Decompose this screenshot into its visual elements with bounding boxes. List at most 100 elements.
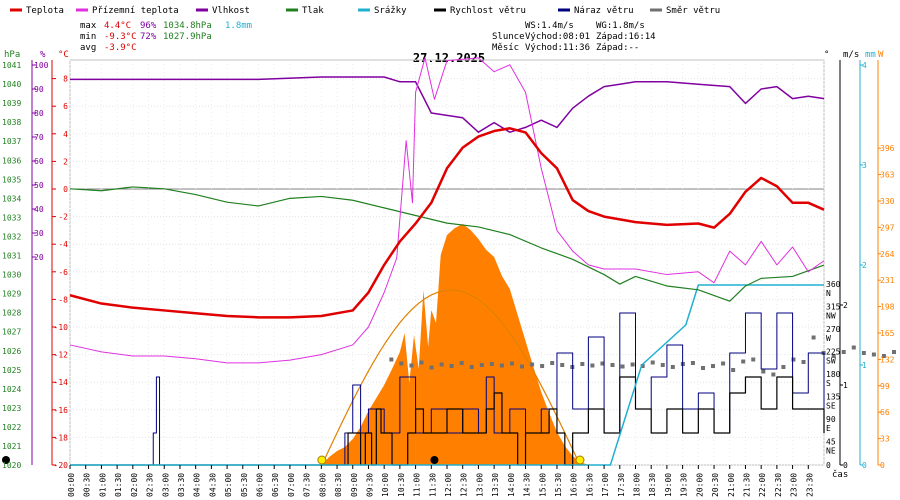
direction-compass-label: N — [826, 289, 831, 298]
x-tick-label: 02:00 — [130, 473, 139, 497]
temperature-tick-label: -20 — [54, 461, 69, 470]
plot-area — [2, 57, 896, 466]
x-tick-label: 16:00 — [570, 473, 579, 497]
solar-tick-label: 66 — [880, 408, 890, 417]
x-tick-label: 00:00 — [67, 473, 76, 497]
stat-max-pressure: 1034.8hPa — [163, 21, 212, 31]
x-tick-label: 09:00 — [350, 473, 359, 497]
pressure-tick-label: 1023 — [2, 404, 21, 413]
rain-cumulative-line — [70, 284, 824, 466]
sunrise-marker — [317, 455, 327, 465]
wind-tick-label: 2 — [843, 301, 848, 310]
x-tick-label: 00:30 — [83, 473, 92, 497]
solar-tick-label: 363 — [880, 171, 895, 180]
wind-direction-point — [851, 345, 856, 350]
wind-direction-point — [801, 360, 806, 364]
solar-tick-label: 165 — [880, 329, 895, 338]
axis-unit-label: m/s — [843, 50, 859, 60]
x-tick-label: 13:30 — [491, 473, 500, 497]
x-tick-label: 20:30 — [711, 473, 720, 497]
wind-direction-point — [660, 363, 665, 367]
legend-label: Tlak — [302, 6, 324, 16]
pressure-tick-label: 1036 — [2, 156, 21, 165]
temperature-tick-label: -10 — [54, 323, 69, 332]
temperature-tick-label: -16 — [54, 406, 69, 415]
legend-label: Srážky — [374, 6, 407, 16]
stat-max-temp: 4.4°C — [104, 21, 131, 31]
x-tick-label: 08:30 — [334, 473, 343, 497]
temperature-tick-label: -2 — [58, 213, 68, 222]
direction-tick-label: 90 — [826, 415, 836, 424]
direction-tick-label: 180 — [826, 370, 841, 379]
x-tick-label: 18:30 — [648, 473, 657, 497]
wind-direction-point — [650, 360, 655, 365]
solar-tick-label: 33 — [880, 435, 890, 444]
x-tick-label: 07:00 — [287, 473, 296, 497]
pressure-tick-label: 1029 — [2, 290, 21, 299]
stat-avg-label: avg — [80, 43, 96, 53]
info-moon-label: Měsíc — [492, 43, 519, 53]
wind-direction-point — [409, 363, 414, 368]
x-tick-label: 13:00 — [475, 473, 484, 497]
wind-direction-point — [560, 363, 565, 367]
legend-label: Vlhkost — [212, 6, 250, 16]
wind-direction-point — [811, 335, 816, 340]
humidity-tick-label: 50 — [34, 181, 44, 190]
wind-direction-point — [871, 352, 876, 357]
pressure-tick-label: 1041 — [2, 61, 21, 70]
stat-max-label: max — [80, 21, 97, 31]
direction-compass-label: S — [826, 379, 831, 388]
direction-compass-label: E — [826, 424, 831, 433]
wind-direction-point — [781, 365, 786, 369]
pressure-tick-label: 1032 — [2, 232, 21, 241]
wind-direction-point — [429, 365, 434, 370]
wind-direction-point — [731, 368, 736, 372]
wind-direction-point — [509, 361, 514, 366]
wind-direction-point — [520, 364, 525, 369]
wind-direction-point — [620, 364, 625, 369]
x-tick-label: 22:00 — [758, 473, 767, 497]
direction-tick-label: 45 — [826, 438, 836, 447]
rain-tick-label: 0 — [862, 461, 867, 470]
x-tick-label: 04:30 — [208, 473, 217, 497]
axis-unit-label: W — [878, 50, 884, 60]
legend-label: Směr větru — [666, 6, 720, 16]
wind-direction-point — [711, 364, 716, 368]
x-tick-label: 16:30 — [585, 473, 594, 497]
legend: Teplota Přízemní teplota Vlhkost Tlak Srážky… — [10, 6, 720, 16]
wind-direction-point — [771, 372, 776, 377]
pressure-tick-label: 1024 — [2, 385, 21, 394]
x-tick-label: 08:00 — [318, 473, 327, 497]
solar-tick-label: 231 — [880, 276, 895, 285]
axis-unit-label: % — [40, 50, 46, 60]
humidity-tick-label: 40 — [34, 205, 44, 214]
wind-speed-line — [70, 376, 825, 466]
legend-label: Přízemní teplota — [92, 6, 179, 16]
wind-direction-point — [761, 369, 766, 374]
x-tick-label: 11:00 — [413, 473, 422, 497]
rain-tick-label: 2 — [862, 261, 867, 270]
axis-unit-label: ° — [824, 50, 829, 60]
x-tick-label: 15:30 — [554, 473, 563, 497]
solar-radiation-area — [321, 224, 589, 465]
direction-compass-label: SE — [826, 402, 836, 411]
chart-title: 27.12.2025 — [413, 51, 485, 65]
wind-direction-point — [831, 354, 836, 358]
legend-label: Náraz větru — [574, 6, 634, 16]
x-tick-label: 17:30 — [617, 473, 626, 497]
x-tick-label: 01:30 — [114, 473, 123, 497]
x-tick-label: 10:30 — [397, 473, 406, 497]
stats-panel: max 4.4°C 96% 1034.8hPa 1.8mm min -9.3°C… — [80, 21, 252, 53]
wind-direction-point — [550, 361, 555, 365]
direction-tick-label: 360 — [826, 280, 841, 289]
humidity-tick-label: 100 — [34, 61, 49, 70]
pressure-tick-label: 1035 — [2, 175, 21, 184]
axis-unit-label: hPa — [4, 50, 20, 60]
x-axis-label: čas — [832, 469, 848, 480]
stat-min-label: min — [80, 32, 96, 42]
rain-tick-label: 4 — [862, 61, 867, 70]
info-moonset: Západ:-- — [596, 43, 639, 53]
wind-direction-point — [690, 361, 695, 365]
pressure-tick-label: 1025 — [2, 366, 21, 375]
legend-label: Rychlost větru — [450, 6, 526, 16]
